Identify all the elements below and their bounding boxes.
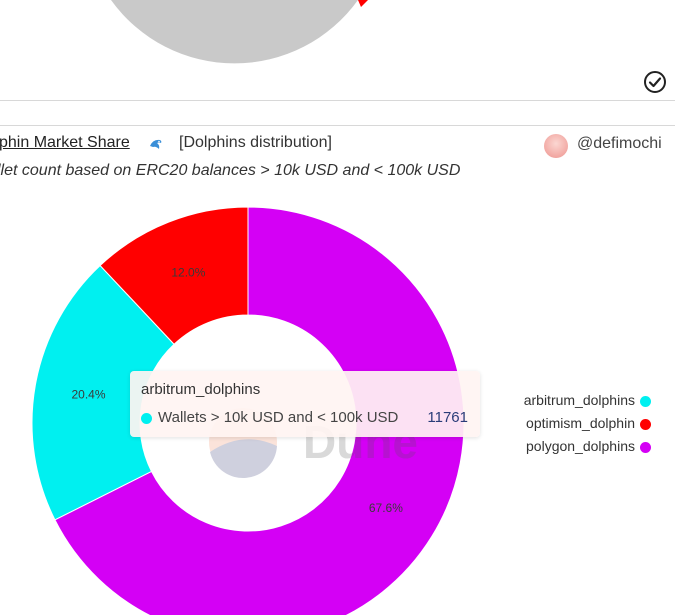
previous-chart-slice-gray xyxy=(111,0,358,64)
dashboard-tag: [Dolphins distribution] xyxy=(179,134,332,151)
legend-dot xyxy=(640,442,651,453)
previous-chart xyxy=(111,0,368,64)
dolphin-icon xyxy=(150,139,162,149)
chart-description: llet count based on ERC20 balances > 10k… xyxy=(0,162,461,179)
tooltip-title: arbitrum_dolphins xyxy=(141,381,261,398)
legend-label: polygon_dolphins xyxy=(526,438,635,454)
tooltip-value: 11761 xyxy=(427,409,468,426)
chart-legend: arbitrum_dolphins optimism_dolphin polyg… xyxy=(500,392,655,461)
check-circle-icon[interactable] xyxy=(643,70,667,94)
legend-item-arbitrum[interactable]: arbitrum_dolphins xyxy=(500,392,655,415)
previous-chart-slice-red xyxy=(358,0,368,7)
slice-label-arbitrum: 20.4% xyxy=(71,388,105,402)
section-divider xyxy=(0,100,675,101)
chart-title[interactable]: phin Market Share xyxy=(0,134,130,151)
avatar-icon[interactable] xyxy=(544,134,568,158)
tooltip-series-label: Wallets > 10k USD and < 100k USD xyxy=(158,409,399,426)
tooltip-dot xyxy=(141,413,152,424)
visualization-header: phin Market Share [Dolphins distribution… xyxy=(0,134,675,160)
slice-label-optimism: 12.0% xyxy=(171,265,205,279)
legend-dot xyxy=(640,419,651,430)
legend-dot xyxy=(640,396,651,407)
chart-tooltip: arbitrum_dolphins Wallets > 10k USD and … xyxy=(130,371,480,437)
section-divider xyxy=(0,125,675,126)
slice-label-polygon: 67.6% xyxy=(369,501,403,515)
author-link[interactable]: @defimochi xyxy=(577,135,662,152)
pie-slice-optimism[interactable] xyxy=(99,206,249,345)
legend-label: optimism_dolphin xyxy=(526,415,635,431)
legend-item-optimism[interactable]: optimism_dolphin xyxy=(500,415,655,438)
legend-label: arbitrum_dolphins xyxy=(523,392,635,408)
legend-item-polygon[interactable]: polygon_dolphins xyxy=(500,438,655,461)
